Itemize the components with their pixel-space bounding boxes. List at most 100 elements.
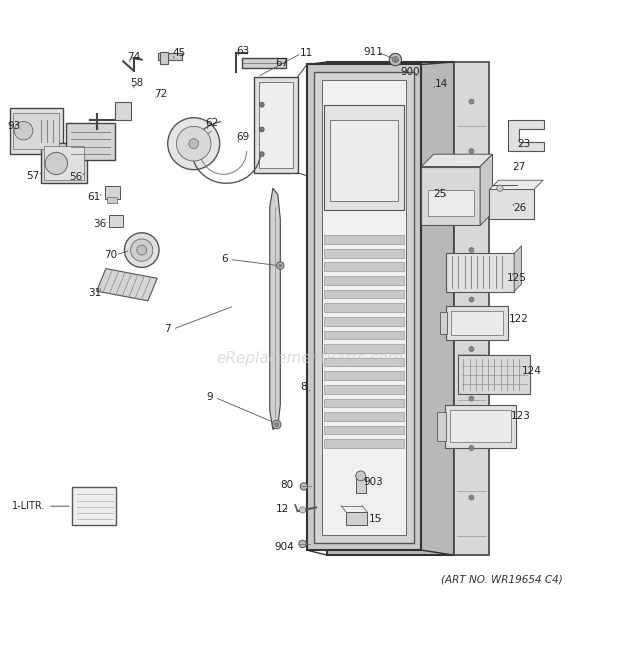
- FancyBboxPatch shape: [44, 146, 84, 180]
- Text: 900: 900: [401, 67, 420, 77]
- Circle shape: [497, 185, 503, 191]
- Text: 15: 15: [368, 514, 381, 524]
- Circle shape: [299, 540, 306, 547]
- Circle shape: [125, 233, 159, 268]
- Polygon shape: [480, 154, 492, 225]
- Text: 122: 122: [509, 315, 529, 325]
- Polygon shape: [514, 246, 521, 292]
- Text: 8: 8: [301, 383, 307, 393]
- Circle shape: [469, 396, 474, 401]
- Text: 904: 904: [274, 542, 294, 552]
- FancyBboxPatch shape: [324, 426, 404, 434]
- FancyBboxPatch shape: [324, 385, 404, 393]
- Polygon shape: [97, 268, 157, 301]
- FancyBboxPatch shape: [109, 215, 123, 227]
- FancyBboxPatch shape: [453, 62, 489, 555]
- Text: 58: 58: [130, 78, 143, 88]
- FancyBboxPatch shape: [450, 410, 511, 442]
- FancyBboxPatch shape: [324, 249, 404, 258]
- FancyBboxPatch shape: [254, 77, 298, 173]
- FancyBboxPatch shape: [324, 440, 404, 448]
- FancyBboxPatch shape: [105, 186, 120, 200]
- FancyBboxPatch shape: [428, 190, 474, 216]
- FancyBboxPatch shape: [451, 311, 503, 335]
- Circle shape: [389, 54, 402, 65]
- PathPatch shape: [270, 188, 280, 430]
- Circle shape: [137, 245, 147, 255]
- FancyBboxPatch shape: [324, 412, 404, 421]
- FancyBboxPatch shape: [422, 167, 480, 225]
- Circle shape: [275, 422, 278, 426]
- Text: 9: 9: [206, 393, 213, 403]
- FancyBboxPatch shape: [161, 52, 168, 65]
- FancyBboxPatch shape: [72, 487, 117, 525]
- FancyBboxPatch shape: [41, 143, 87, 183]
- Text: 11: 11: [299, 48, 313, 58]
- Circle shape: [277, 262, 284, 269]
- FancyBboxPatch shape: [324, 344, 404, 353]
- Circle shape: [469, 297, 474, 302]
- Text: 6: 6: [221, 254, 228, 264]
- Text: 12: 12: [275, 504, 289, 514]
- FancyBboxPatch shape: [445, 405, 516, 448]
- Text: 31: 31: [88, 288, 101, 298]
- Text: 80: 80: [280, 480, 293, 490]
- FancyBboxPatch shape: [322, 80, 406, 535]
- Circle shape: [469, 149, 474, 153]
- FancyBboxPatch shape: [259, 82, 293, 168]
- FancyBboxPatch shape: [324, 399, 404, 407]
- FancyBboxPatch shape: [458, 355, 529, 393]
- Circle shape: [131, 239, 153, 261]
- FancyBboxPatch shape: [324, 235, 404, 244]
- Circle shape: [259, 102, 264, 107]
- Text: 23: 23: [517, 139, 530, 149]
- Circle shape: [259, 152, 264, 157]
- FancyBboxPatch shape: [324, 330, 404, 339]
- Text: 27: 27: [513, 161, 526, 172]
- Text: eReplacementParts.com: eReplacementParts.com: [216, 351, 404, 366]
- Text: 70: 70: [104, 250, 117, 260]
- Circle shape: [469, 99, 474, 104]
- FancyBboxPatch shape: [314, 72, 414, 543]
- Circle shape: [469, 346, 474, 352]
- FancyBboxPatch shape: [115, 102, 131, 120]
- Text: 14: 14: [435, 79, 448, 89]
- FancyBboxPatch shape: [489, 190, 534, 219]
- FancyBboxPatch shape: [324, 276, 404, 285]
- FancyBboxPatch shape: [242, 58, 286, 67]
- Text: 63: 63: [237, 46, 250, 56]
- Circle shape: [469, 495, 474, 500]
- Circle shape: [45, 152, 68, 175]
- Circle shape: [259, 127, 264, 132]
- Text: 903: 903: [363, 477, 383, 487]
- Text: 57: 57: [26, 171, 40, 181]
- FancyBboxPatch shape: [324, 303, 404, 312]
- FancyBboxPatch shape: [330, 120, 398, 200]
- Text: 45: 45: [172, 48, 185, 58]
- FancyBboxPatch shape: [324, 290, 404, 298]
- FancyBboxPatch shape: [13, 113, 60, 149]
- FancyBboxPatch shape: [327, 62, 453, 555]
- Text: 36: 36: [93, 219, 106, 229]
- FancyBboxPatch shape: [324, 104, 404, 210]
- Circle shape: [469, 198, 474, 203]
- Circle shape: [469, 446, 474, 451]
- FancyBboxPatch shape: [159, 54, 182, 59]
- Text: 74: 74: [127, 52, 140, 62]
- FancyBboxPatch shape: [307, 65, 422, 550]
- FancyBboxPatch shape: [324, 371, 404, 380]
- Text: 62: 62: [206, 118, 219, 128]
- Text: 69: 69: [237, 132, 250, 143]
- FancyBboxPatch shape: [440, 312, 448, 334]
- Text: 25: 25: [433, 190, 446, 200]
- Polygon shape: [422, 154, 492, 167]
- FancyBboxPatch shape: [324, 358, 404, 366]
- FancyBboxPatch shape: [324, 317, 404, 326]
- Circle shape: [176, 126, 211, 161]
- Circle shape: [356, 471, 366, 481]
- Circle shape: [188, 139, 198, 149]
- Text: 123: 123: [510, 411, 530, 421]
- FancyBboxPatch shape: [438, 412, 446, 441]
- Circle shape: [279, 264, 281, 267]
- Circle shape: [168, 118, 219, 170]
